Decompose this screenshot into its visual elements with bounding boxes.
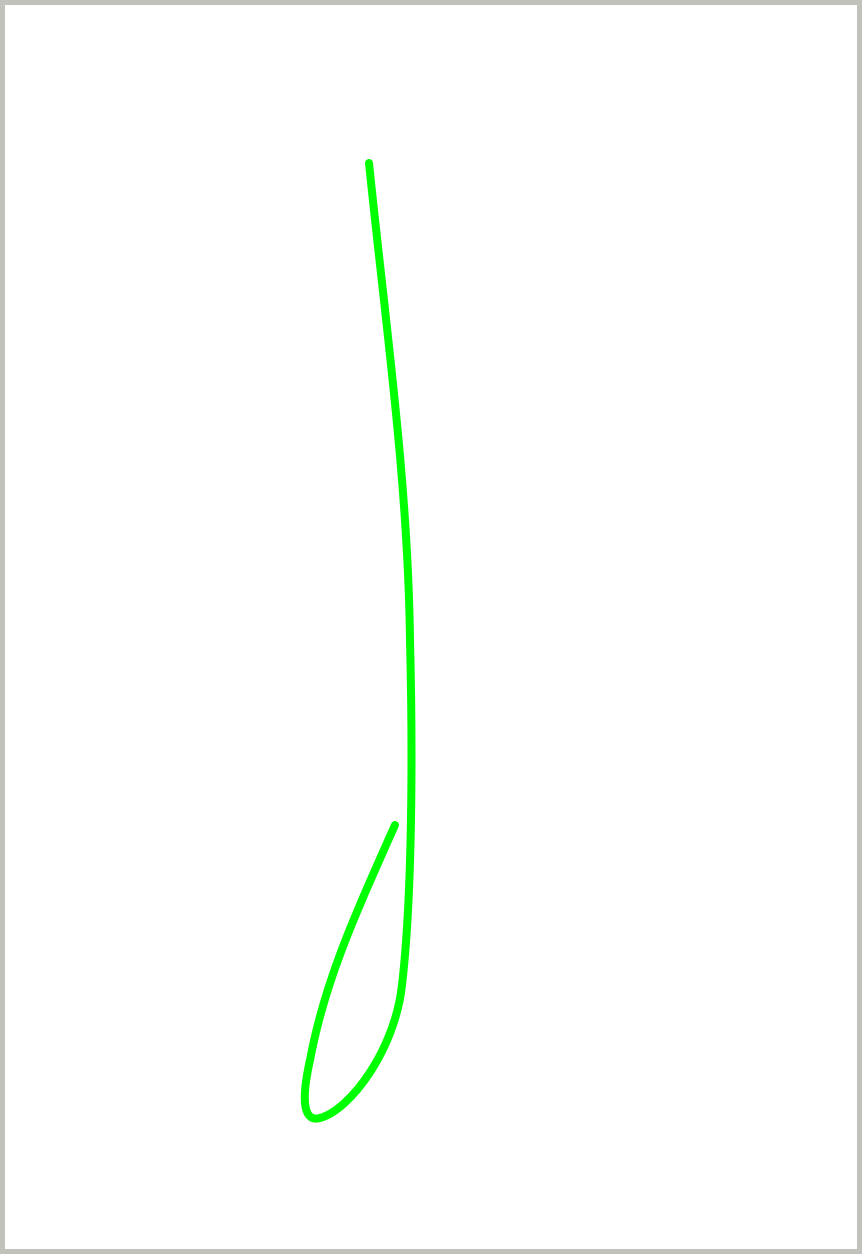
green-stroke: [300, 159, 416, 1123]
